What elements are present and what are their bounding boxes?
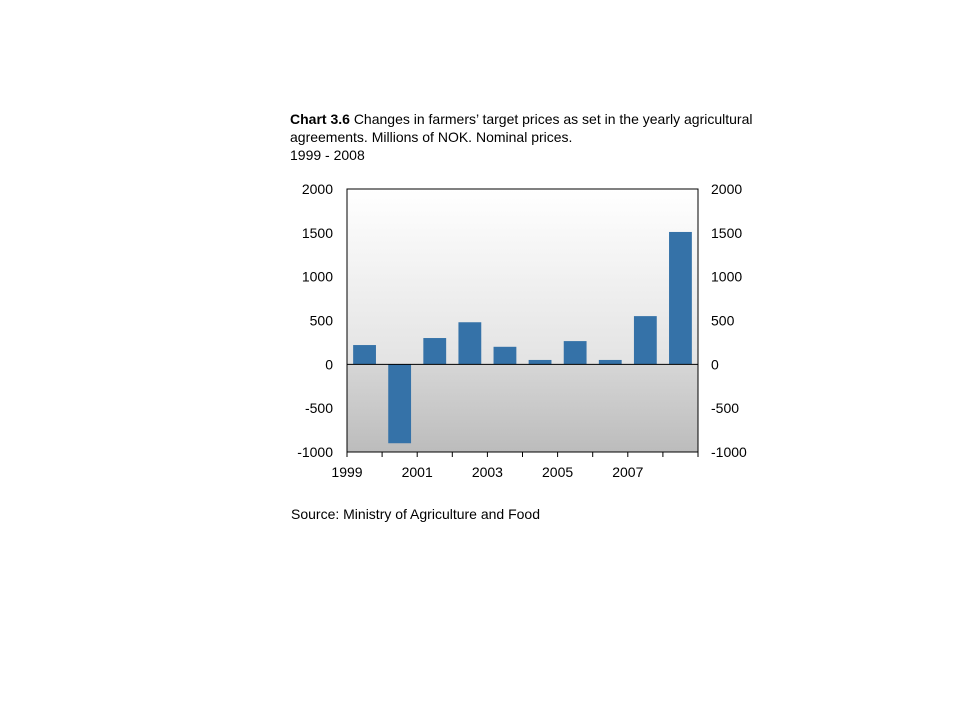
- x-tick-label-2003: 2003: [472, 464, 503, 480]
- bar-2006: [598, 359, 622, 365]
- y-tick-label-right: 1500: [711, 225, 742, 241]
- y-tick-label-right: 500: [711, 313, 735, 329]
- y-tick-label-left: -1000: [297, 444, 333, 460]
- y-tick-label-right: 2000: [711, 181, 742, 197]
- bar-2001: [423, 338, 447, 365]
- x-tick-label-2001: 2001: [402, 464, 433, 480]
- bar-1999: [353, 345, 376, 365]
- bar-2005: [563, 341, 587, 365]
- bar-2002: [458, 322, 482, 365]
- x-tick-label-2005: 2005: [542, 464, 573, 480]
- y-tick-label-right: -1000: [711, 444, 747, 460]
- chart-title: Chart 3.6 Changes in farmers’ target pri…: [290, 110, 760, 164]
- chart-number: Chart 3.6: [290, 111, 350, 127]
- chart-title-text: Changes in farmers’ target prices as set…: [290, 111, 753, 145]
- y-tick-label-left: -500: [305, 400, 333, 416]
- y-tick-label-right: 0: [711, 356, 719, 372]
- y-tick-label-left: 0: [325, 356, 333, 372]
- y-tick-label-right: 1000: [711, 269, 742, 285]
- bar-2004: [528, 359, 552, 365]
- y-tick-label-left: 1000: [302, 269, 333, 285]
- chart-title-range: 1999 - 2008: [290, 147, 365, 163]
- y-tick-label-right: -500: [711, 400, 739, 416]
- y-tick-label-left: 500: [310, 313, 334, 329]
- y-tick-label-left: 2000: [302, 181, 333, 197]
- bar-2003: [493, 346, 517, 365]
- y-tick-label-left: 1500: [302, 225, 333, 241]
- bar-2008: [669, 231, 692, 365]
- bar-2007: [633, 316, 657, 365]
- bar-2000: [388, 364, 412, 444]
- x-tick-label-1999: 1999: [331, 464, 362, 480]
- x-tick-label-2007: 2007: [612, 464, 643, 480]
- source-note: Source: Ministry of Agriculture and Food: [291, 506, 541, 522]
